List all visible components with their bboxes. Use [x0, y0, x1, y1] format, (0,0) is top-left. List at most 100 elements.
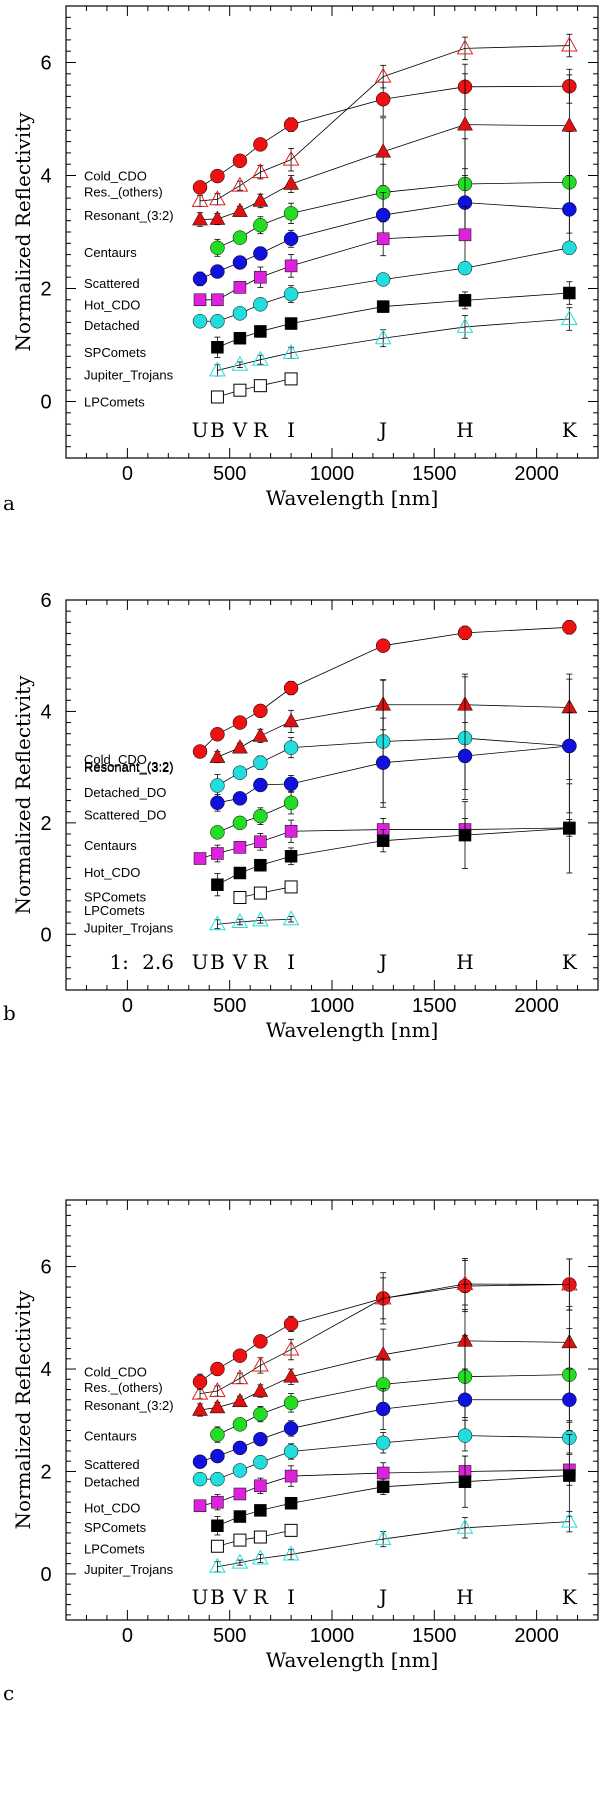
series-line — [217, 828, 570, 886]
data-point — [284, 1469, 298, 1483]
band-label: H — [456, 418, 473, 442]
data-point — [211, 878, 224, 891]
band-label: H — [456, 950, 473, 974]
data-point — [210, 825, 225, 840]
data-point — [193, 852, 207, 865]
data-point — [283, 1368, 300, 1383]
data-point — [457, 116, 473, 131]
data-point — [231, 1369, 249, 1385]
data-point — [283, 1444, 299, 1459]
data-point — [209, 1557, 226, 1573]
data-point — [209, 361, 226, 377]
data-point — [375, 638, 391, 653]
data-point — [282, 1340, 300, 1356]
series-label: LPComets — [84, 395, 145, 410]
data-point — [233, 281, 247, 294]
data-point — [252, 350, 269, 366]
plot-frame — [65, 5, 599, 459]
series-line — [217, 802, 292, 833]
data-point — [282, 910, 300, 926]
data-point — [253, 1530, 267, 1544]
data-point — [375, 1435, 391, 1451]
data-point — [232, 255, 248, 270]
data-point — [375, 272, 391, 287]
data-point — [456, 317, 474, 333]
data-point — [209, 915, 226, 931]
series-centaurs — [210, 131, 577, 257]
series-jupiter-trojans — [209, 307, 578, 377]
data-point — [253, 703, 268, 719]
data-point — [210, 1539, 224, 1553]
x-tick-label: 1500 — [412, 463, 457, 485]
series-detached-do — [210, 712, 577, 812]
series-hot-cdo — [211, 783, 576, 897]
y-tick-label: 4 — [40, 701, 51, 723]
data-point — [283, 795, 299, 811]
data-point — [376, 232, 390, 246]
data-point — [211, 293, 224, 307]
data-point — [210, 264, 225, 279]
data-point — [231, 1553, 249, 1569]
data-point — [284, 317, 298, 330]
data-point — [562, 738, 577, 754]
series-label: Hot_CDO — [84, 1500, 140, 1515]
y-tick-label: 6 — [40, 53, 51, 75]
data-point — [233, 1510, 247, 1523]
data-point — [253, 137, 268, 152]
data-point — [232, 1463, 248, 1478]
data-point — [254, 1479, 267, 1493]
data-point — [253, 379, 267, 393]
data-point — [254, 835, 267, 849]
data-point — [283, 286, 299, 302]
data-point — [192, 1401, 208, 1416]
x-axis-label: Wavelength [nm] — [266, 486, 439, 510]
data-point — [233, 891, 247, 905]
data-point — [252, 163, 269, 179]
data-point — [210, 1471, 225, 1487]
band-label: B — [210, 950, 225, 974]
series-label: Scattered_DO — [84, 808, 166, 823]
band-label: J — [377, 1585, 387, 1609]
band-label: J — [377, 950, 387, 974]
data-point — [192, 1454, 208, 1469]
data-point — [282, 1545, 300, 1561]
series-jupiter-trojans — [209, 910, 300, 931]
series-scattered — [192, 168, 577, 287]
data-point — [253, 777, 268, 793]
data-point — [193, 1499, 207, 1513]
data-point — [253, 217, 268, 233]
band-label: K — [562, 418, 578, 442]
data-point — [192, 211, 208, 226]
data-point — [562, 1392, 577, 1408]
data-point — [233, 383, 247, 397]
series-label: Centaurs — [84, 1429, 137, 1444]
data-point — [232, 791, 248, 806]
series-detached — [192, 1419, 577, 1487]
data-point — [254, 270, 267, 284]
x-tick-label: 500 — [213, 463, 246, 485]
series-lpcomets — [210, 1523, 298, 1553]
data-point — [211, 341, 224, 354]
data-point — [192, 180, 208, 195]
data-point — [209, 210, 226, 225]
series-line — [217, 318, 570, 371]
series-label: Jupiter_Trojans — [84, 921, 174, 936]
data-point — [562, 202, 577, 217]
band-label: V — [232, 1585, 248, 1609]
data-point — [211, 1519, 224, 1533]
data-point — [192, 271, 208, 287]
band-label: R — [253, 950, 269, 974]
data-point — [232, 1348, 248, 1363]
series-hot-cdo — [193, 206, 472, 307]
series-label: Scattered — [84, 1457, 140, 1472]
data-point — [375, 143, 392, 158]
data-point — [253, 886, 267, 900]
band-label: U — [192, 950, 209, 974]
y-tick-label: 4 — [40, 1359, 51, 1381]
series-cold-cdo — [192, 63, 577, 195]
panel-label: c — [3, 1681, 14, 1705]
data-point — [232, 715, 248, 730]
data-point — [374, 1289, 392, 1305]
data-point — [192, 744, 208, 759]
data-point — [232, 153, 248, 169]
